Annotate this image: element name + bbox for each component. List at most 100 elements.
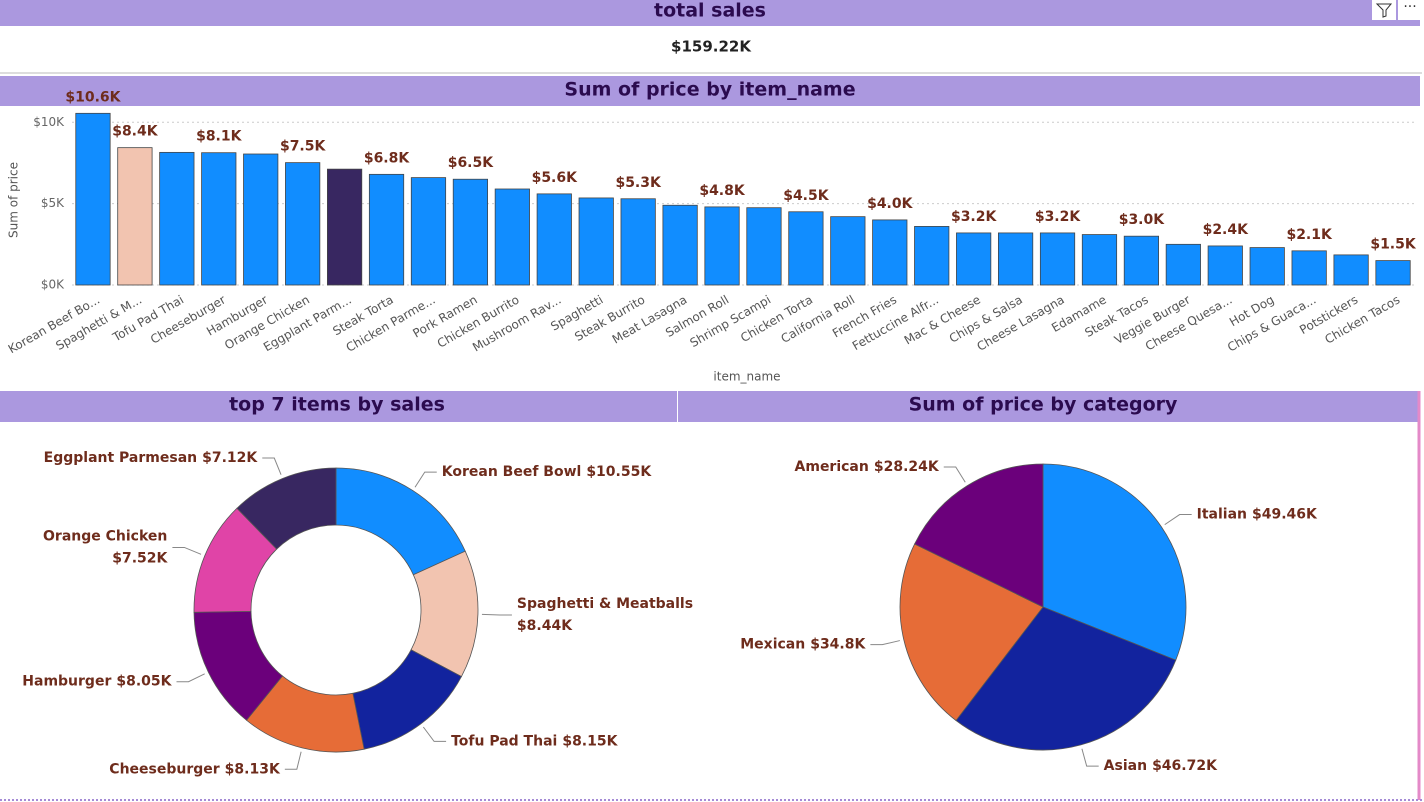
- bar: [494, 188, 530, 286]
- bar: [368, 173, 405, 286]
- card-title: total sales: [654, 0, 766, 22]
- slice-value: $28.24K: [874, 459, 940, 475]
- bar: [75, 112, 111, 286]
- data-label: $3.2K: [1035, 209, 1082, 225]
- bar: [662, 204, 698, 286]
- data-label: $4.8K: [699, 183, 746, 199]
- y-axis-label: Sum of price: [7, 162, 21, 238]
- bar: [620, 198, 656, 286]
- filter-icon[interactable]: [1372, 0, 1396, 20]
- more-glyph: ···: [1403, 0, 1416, 15]
- slice: [955, 606, 1177, 751]
- bar: [914, 226, 950, 286]
- data-label: $10.6K: [65, 89, 121, 105]
- slice-category: Cheeseburger: [109, 761, 219, 777]
- slice-category: Italian: [1197, 507, 1247, 523]
- more-button[interactable]: [1398, 0, 1422, 20]
- data-label: $8.1K: [196, 129, 243, 145]
- slice-value: $34.8K: [810, 637, 866, 653]
- slice-value: $7.12K: [202, 450, 258, 466]
- data-label: $3.0K: [1119, 212, 1166, 228]
- bar: [956, 232, 992, 286]
- data-label: $5.6K: [532, 170, 579, 186]
- slice-label: Mexican $34.8K: [740, 637, 866, 653]
- slice-value: $8.15K: [562, 733, 618, 749]
- bar: [746, 207, 782, 286]
- data-label: $6.5K: [448, 155, 495, 171]
- bar: [452, 178, 489, 286]
- leader-line: [943, 466, 966, 483]
- slice: [914, 463, 1044, 608]
- slice-value: $8.44K: [517, 618, 573, 634]
- slice-category: Orange Chicken: [43, 528, 167, 544]
- data-label: $7.5K: [280, 139, 327, 155]
- slice-label: Tofu Pad Thai $8.15K: [451, 733, 619, 749]
- bar: [997, 232, 1034, 286]
- bar-header: [0, 76, 1420, 106]
- data-label: $4.5K: [783, 188, 830, 204]
- leader-line: [1081, 748, 1099, 767]
- y-tick-label: $5K: [41, 196, 65, 210]
- bar: [1081, 234, 1118, 286]
- bar: [788, 211, 824, 286]
- slice: [1042, 463, 1187, 661]
- bar-title: Sum of price by item_name: [564, 79, 855, 101]
- slice-label: Spaghetti & Meatballs $8.44K: [517, 596, 693, 634]
- bar: [1249, 247, 1285, 286]
- y-tick-label: $0K: [41, 278, 65, 292]
- bar: [830, 216, 866, 286]
- bar: [1375, 260, 1411, 286]
- bar: [1207, 245, 1243, 286]
- data-label: $8.4K: [112, 124, 159, 140]
- slice-value: $8.05K: [116, 674, 172, 690]
- data-label: $1.5K: [1370, 237, 1417, 253]
- bar: [410, 177, 447, 286]
- slice-category: American: [795, 459, 869, 475]
- slice-label: Cheeseburger $8.13K: [109, 761, 281, 777]
- bar: [285, 162, 321, 286]
- bar: [578, 197, 614, 286]
- slice-value: $7.52K: [112, 550, 168, 566]
- leader-line: [172, 546, 202, 555]
- bar: [1291, 250, 1327, 286]
- bar: [536, 193, 572, 286]
- y-tick-label: $10K: [33, 115, 65, 129]
- leader-line: [284, 751, 302, 770]
- leader-line: [481, 613, 512, 616]
- pie-title: Sum of price by category: [909, 394, 1178, 416]
- leader-line: [414, 471, 437, 488]
- bar: [1165, 243, 1201, 286]
- leader-line: [176, 673, 205, 683]
- bar: [159, 151, 195, 286]
- donut-header: [0, 391, 677, 422]
- slice-value: $49.46K: [1252, 507, 1318, 523]
- bar: [243, 153, 279, 286]
- bar: [704, 206, 740, 286]
- data-label: $6.8K: [364, 150, 411, 166]
- data-label: $2.4K: [1203, 222, 1250, 238]
- leader-line: [1164, 514, 1192, 526]
- slice-category: Hamburger: [22, 674, 111, 690]
- leader-line: [262, 457, 282, 475]
- data-label: $4.0K: [867, 196, 914, 212]
- bar: [872, 219, 908, 286]
- card-header: [0, 0, 1420, 26]
- slice-category: Tofu Pad Thai: [451, 733, 557, 749]
- slice-label: Asian $46.72K: [1104, 758, 1218, 774]
- bar: [1333, 254, 1369, 286]
- slice-label: Orange Chicken $7.52K: [43, 528, 169, 566]
- bar: [1039, 232, 1076, 286]
- data-label: $3.2K: [951, 209, 998, 225]
- slice-category: Asian: [1104, 758, 1147, 774]
- slice-category: Spaghetti & Meatballs: [517, 596, 693, 612]
- data-label: $5.3K: [615, 175, 662, 191]
- leader-line: [422, 726, 447, 742]
- card-value: $159.22K: [671, 38, 752, 56]
- slice-label: Korean Beef Bowl $10.55K: [442, 464, 653, 480]
- slice-label: American $28.24K: [795, 459, 940, 475]
- slice-category: Korean Beef Bowl: [442, 464, 582, 480]
- slice-value: $10.55K: [586, 464, 652, 480]
- x-axis-label: item_name: [713, 370, 780, 384]
- more-menu[interactable]: ···: [1398, 0, 1422, 20]
